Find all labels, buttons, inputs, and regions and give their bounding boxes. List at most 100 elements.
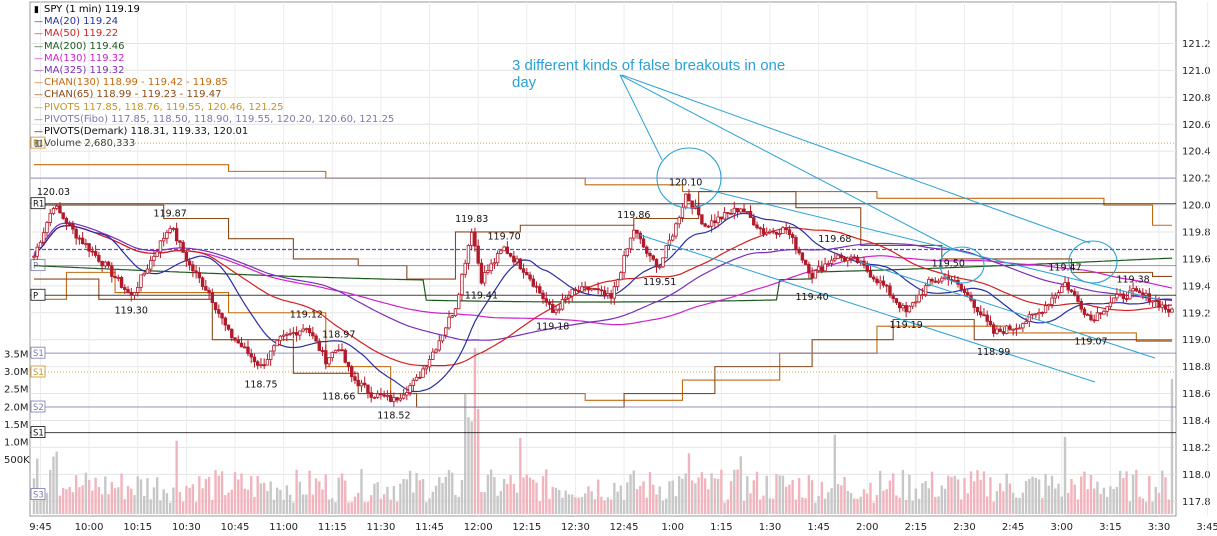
x-tick-label: 2:30 <box>953 522 975 533</box>
volume-bar <box>94 477 97 514</box>
price-label: 119.51 <box>643 277 676 288</box>
volume-bar <box>369 495 373 514</box>
candle-body <box>771 230 775 233</box>
candle-body <box>346 361 351 368</box>
candle-body <box>748 211 753 218</box>
volume-bar <box>344 480 347 514</box>
candle-body <box>149 260 153 270</box>
candle-body <box>408 385 412 394</box>
candle-body <box>1017 327 1022 330</box>
x-tick-label: 10:30 <box>172 522 201 533</box>
volume-bar <box>856 498 859 514</box>
volume-bar <box>746 476 749 514</box>
price-label: 119.70 <box>487 231 520 242</box>
volume-bar <box>502 478 506 514</box>
volume-bar <box>859 496 862 514</box>
volume-bar <box>677 476 681 514</box>
candle-body <box>194 270 198 273</box>
volume-bar <box>447 470 451 514</box>
volume-bar <box>570 494 574 514</box>
volume-bar <box>198 476 201 514</box>
volume-bar <box>762 495 765 514</box>
volume-bar <box>1170 379 1174 514</box>
volume-bar <box>726 499 730 514</box>
volume-bar <box>240 473 243 514</box>
candle-body <box>534 285 539 288</box>
candle-body <box>353 376 357 381</box>
volume-bar <box>499 491 503 514</box>
volume-tick-label: 3.5M <box>4 350 29 361</box>
candle-body <box>583 286 587 289</box>
pivot-tag-box <box>30 488 46 500</box>
volume-bar <box>321 489 324 514</box>
candle-body <box>350 366 354 378</box>
volume-bar <box>126 485 130 514</box>
candle-body <box>42 232 46 243</box>
candle-body <box>525 271 529 276</box>
candle-body <box>826 262 831 265</box>
candle-body <box>758 227 762 230</box>
annotation-text: 3 different kinds of false breakouts in … <box>512 57 786 91</box>
volume-bars-icon: ▥ <box>34 139 43 150</box>
volume-bar <box>156 477 159 514</box>
line-swatch-icon: — <box>34 29 43 40</box>
volume-bar <box>1161 470 1164 514</box>
candle-body <box>1014 327 1019 330</box>
volume-bar <box>1070 478 1073 514</box>
volume-bar <box>700 472 704 514</box>
y-tick-label: 121.2 <box>1182 39 1211 50</box>
candle-body <box>531 278 535 287</box>
line-swatch-icon: — <box>34 53 43 64</box>
candle-body <box>398 397 403 401</box>
candle-body <box>661 257 665 268</box>
candle-body <box>975 307 980 313</box>
volume-bar <box>237 479 240 514</box>
volume-bar <box>130 488 133 514</box>
candle-body <box>927 279 931 287</box>
y-tick-label: 119.2 <box>1182 308 1211 319</box>
candle-body <box>638 232 642 240</box>
candle-body <box>337 349 341 352</box>
candle-body <box>32 255 36 258</box>
volume-bar <box>888 480 892 514</box>
candle-body <box>453 308 458 317</box>
candle-body <box>418 376 422 379</box>
volume-bar <box>862 489 866 514</box>
price-label: 120.03 <box>37 187 70 198</box>
candle-body <box>1167 308 1171 313</box>
y-tick-label: 121.0 <box>1182 66 1211 77</box>
line-swatch-icon: — <box>34 90 43 101</box>
candle-body <box>797 249 801 254</box>
candle-body <box>787 229 792 235</box>
volume-bar <box>259 483 263 514</box>
volume-bar <box>665 498 668 514</box>
candle-body <box>275 339 279 347</box>
volume-bar <box>827 492 830 514</box>
price-label: 119.68 <box>818 234 851 245</box>
candle-body <box>145 268 150 274</box>
candle-body <box>1154 300 1158 303</box>
volume-bar <box>541 476 545 514</box>
volume-bar <box>1054 488 1057 514</box>
candle-body <box>129 291 133 296</box>
volume-bar <box>87 480 91 514</box>
volume-bar <box>227 492 230 514</box>
candle-body <box>395 397 399 401</box>
volume-bar <box>1092 488 1096 514</box>
volume-bar <box>489 469 493 514</box>
candle-body <box>894 298 899 304</box>
candle-body <box>288 333 292 335</box>
volume-bar <box>282 499 285 514</box>
candle-body <box>385 394 390 397</box>
candle-body <box>200 277 205 287</box>
candle-body <box>317 340 322 351</box>
candle-body <box>930 279 934 282</box>
volume-bar <box>1086 489 1089 514</box>
candle-body <box>713 220 717 224</box>
candle-body <box>262 364 266 367</box>
candle-body <box>103 261 108 267</box>
annot-pointer-1 <box>619 74 663 161</box>
candle-body <box>324 350 328 365</box>
candle-body <box>1073 291 1077 296</box>
chan65-upper <box>34 191 1172 280</box>
